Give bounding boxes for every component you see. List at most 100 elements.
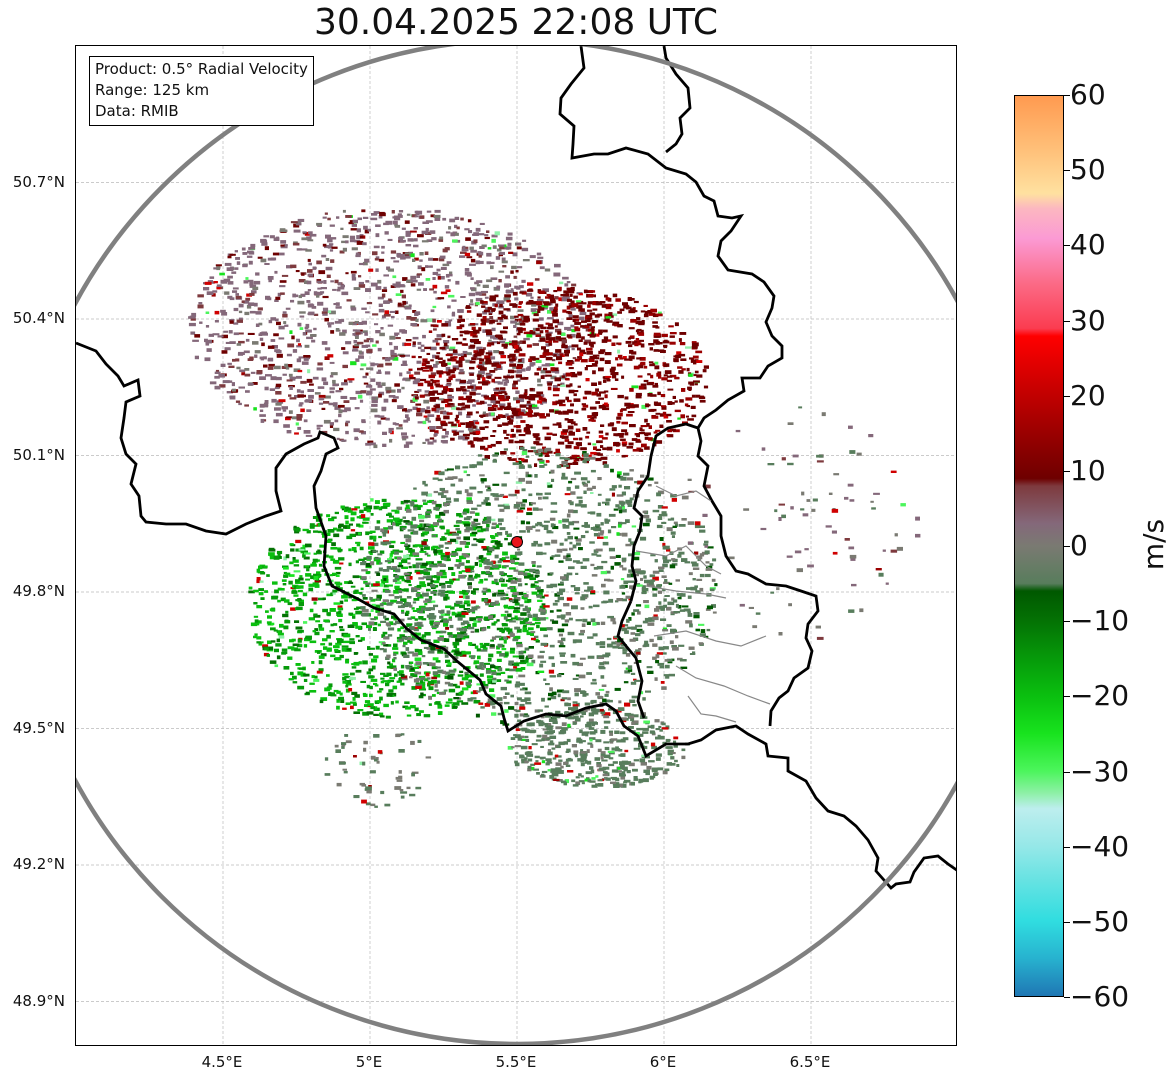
echo-pixel	[439, 615, 444, 619]
echo-pixel	[532, 613, 538, 618]
echo-pixel	[434, 683, 438, 688]
echo-pixel	[258, 588, 264, 591]
echo-pixel	[545, 363, 551, 367]
echo-pixel	[542, 301, 550, 304]
echo-pixel	[621, 375, 625, 379]
echo-pixel	[505, 236, 513, 241]
echo-pixel	[481, 590, 488, 593]
echo-pixel	[310, 334, 317, 337]
echo-pixel	[476, 461, 483, 466]
echo-pixel	[367, 228, 371, 232]
echo-pixel	[445, 605, 452, 609]
echo-pixel	[578, 633, 585, 636]
echo-pixel	[394, 510, 400, 514]
echo-pixel	[356, 516, 362, 519]
echo-pixel	[525, 430, 531, 435]
echo-pixel	[257, 620, 262, 624]
radar-map[interactable]	[75, 45, 957, 1046]
echo-pixel	[459, 334, 463, 337]
echo-pixel	[535, 437, 541, 441]
echo-pixel	[371, 542, 379, 547]
echo-pixel	[591, 326, 595, 329]
echo-pixel	[428, 644, 436, 648]
echo-pixel	[400, 500, 405, 505]
echo-pixel	[370, 561, 375, 566]
echo-pixel	[577, 371, 583, 375]
echo-pixel	[612, 645, 620, 649]
echo-pixel	[513, 636, 520, 640]
echo-pixel	[686, 367, 690, 372]
echo-pixel	[311, 675, 315, 679]
echo-pixel	[411, 673, 418, 678]
echo-pixel	[503, 375, 510, 379]
echo-pixel	[465, 422, 470, 425]
echo-pixel	[456, 565, 461, 569]
echo-pixel	[275, 391, 282, 395]
echo-pixel	[467, 427, 474, 431]
echo-pixel	[259, 580, 264, 583]
echo-pixel	[531, 591, 538, 595]
echo-pixel	[460, 406, 466, 411]
echo-pixel	[315, 620, 321, 623]
echo-pixel	[627, 665, 633, 670]
echo-pixel	[709, 563, 714, 566]
echo-pixel	[615, 357, 619, 361]
echo-pixel	[277, 630, 281, 634]
echo-pixel	[542, 288, 549, 292]
echo-pixel	[695, 628, 700, 632]
echo-pixel	[330, 322, 335, 325]
echo-pixel	[520, 377, 528, 380]
echo-pixel	[545, 322, 550, 325]
echo-pixel	[553, 340, 559, 343]
echo-pixel	[501, 414, 506, 418]
echo-pixel	[484, 236, 490, 240]
echo-pixel	[410, 524, 417, 529]
echo-pixel	[442, 411, 449, 415]
echo-pixel	[551, 478, 555, 482]
echo-pixel	[647, 373, 651, 376]
echo-pixel	[511, 433, 516, 438]
echo-pixel	[517, 578, 522, 583]
echo-pixel	[461, 248, 469, 252]
echo-pixel	[663, 598, 667, 602]
echo-pixel	[345, 659, 349, 664]
echo-pixel	[488, 653, 494, 658]
echo-pixel	[468, 574, 473, 578]
echo-pixel	[655, 429, 661, 432]
echo-pixel	[492, 245, 497, 249]
echo-pixel	[658, 601, 662, 605]
echo-pixel	[278, 588, 285, 591]
echo-pixel	[443, 596, 448, 601]
echo-pixel	[304, 326, 309, 330]
echo-pixel	[694, 585, 698, 588]
echo-pixel	[485, 520, 491, 524]
echo-pixel	[497, 592, 505, 595]
echo-pixel	[400, 541, 405, 544]
echo-pixel	[242, 252, 248, 255]
echo-pixel	[456, 536, 461, 540]
echo-pixel	[457, 611, 462, 616]
echo-pixel	[509, 559, 515, 563]
echo-pixel	[313, 552, 317, 555]
echo-pixel	[298, 672, 306, 676]
echo-pixel	[377, 279, 382, 284]
echo-pixel	[670, 531, 676, 535]
echo-pixel	[462, 589, 466, 594]
echo-pixel	[398, 284, 405, 288]
echo-pixel	[580, 565, 587, 569]
echo-pixel	[549, 517, 556, 521]
echo-pixel	[552, 319, 559, 324]
echo-pixel	[350, 361, 357, 366]
echo-pixel	[289, 543, 294, 546]
echo-pixel	[505, 379, 509, 384]
echo-pixel	[274, 299, 279, 302]
echo-pixel	[517, 398, 525, 403]
echo-pixel	[190, 331, 196, 335]
echo-pixel	[429, 620, 435, 624]
echo-pixel	[424, 346, 432, 350]
echo-pixel	[229, 341, 236, 344]
echo-pixel	[209, 276, 215, 279]
echo-pixel	[499, 398, 506, 402]
echo-pixel	[430, 359, 434, 362]
echo-pixel	[694, 524, 701, 529]
